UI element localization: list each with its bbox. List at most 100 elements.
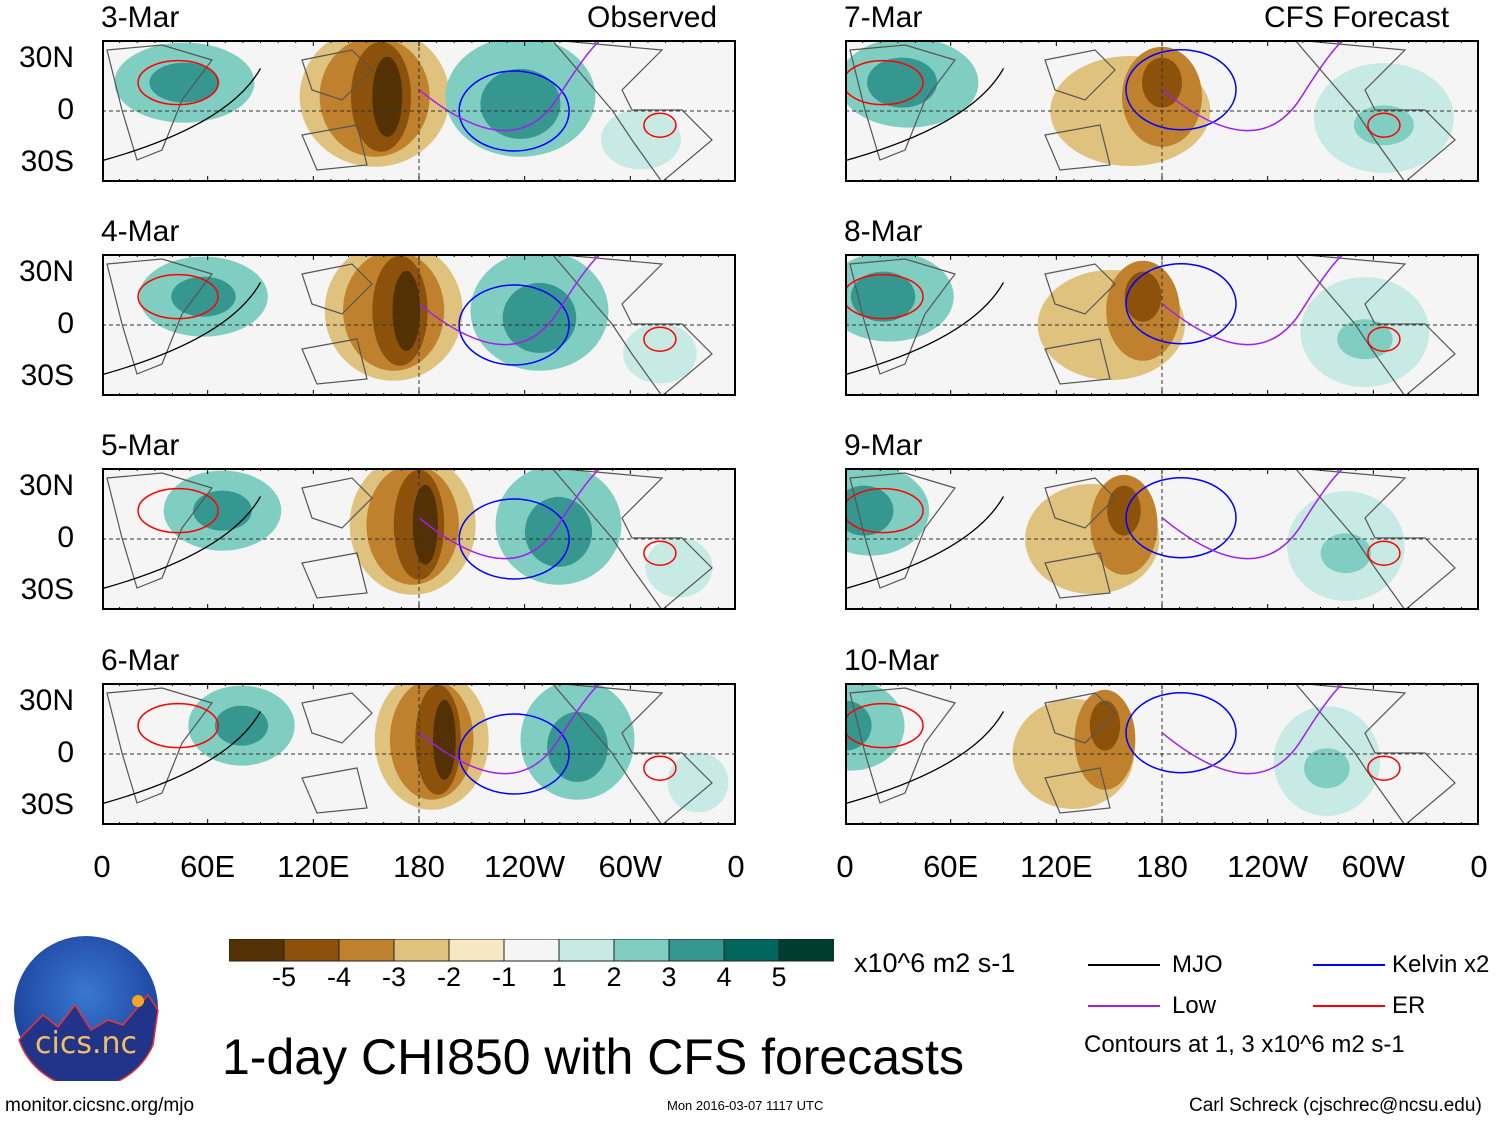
- er-contour: [1367, 112, 1401, 138]
- colorbar-swatch: [723, 939, 780, 962]
- panel-date: 10-Mar: [844, 644, 940, 677]
- mjo-contour: [102, 282, 262, 376]
- colorbar: [229, 939, 834, 962]
- map-panel: [845, 683, 1479, 825]
- legend-low: Low: [1172, 992, 1217, 1019]
- anomaly-blob: [1124, 271, 1162, 322]
- colorbar-tick-label: 2: [606, 962, 622, 992]
- anomaly-blob: [623, 323, 697, 384]
- africa-outline: [106, 472, 213, 589]
- panel-date: 6-Mar: [101, 644, 180, 677]
- x-tick-label: 60W: [598, 849, 663, 884]
- colorbar-swatch: [229, 939, 285, 962]
- panel-date: 4-Mar: [101, 215, 180, 248]
- anomaly-blob: [1304, 748, 1350, 789]
- anomaly-blob: [412, 484, 438, 565]
- anomaly-blob: [667, 752, 729, 813]
- url-text: monitor.cicsnc.org/mjo: [5, 1095, 195, 1116]
- x-tick-label: 0: [93, 849, 111, 884]
- anomaly-blob: [850, 271, 916, 322]
- y-tick-label: 0: [57, 521, 74, 554]
- x-tick-label: 180: [1136, 849, 1188, 884]
- map-panel: [102, 254, 736, 396]
- x-tick-label: 120W: [1227, 849, 1309, 884]
- colorbar-swatch: [558, 939, 615, 962]
- colorbar-swatch: [448, 939, 505, 962]
- y-tick-label: 30N: [18, 469, 74, 502]
- anomaly-blob: [480, 68, 561, 139]
- africa-outline: [106, 258, 213, 375]
- svg-text:cics.nc: cics.nc: [35, 1026, 137, 1061]
- x-tick-label: 0: [836, 849, 854, 884]
- anomaly-blob: [171, 276, 236, 317]
- er-contour: [845, 59, 924, 106]
- er-contour: [1367, 755, 1401, 781]
- map-panel: [102, 40, 736, 182]
- africa-outline: [849, 687, 956, 804]
- y-tick-label: 30N: [18, 255, 74, 288]
- er-contour: [845, 702, 924, 749]
- americas-outline: [551, 40, 713, 182]
- map-panel: [845, 468, 1479, 610]
- units-label: x10^6 m2 s-1: [854, 948, 1016, 978]
- americas-outline: [551, 683, 713, 825]
- colorbar-tick-label: -2: [436, 962, 462, 992]
- forecast-header: CFS Forecast: [1264, 1, 1450, 34]
- americas-outline: [551, 254, 713, 396]
- colorbar-tick-label: -5: [271, 962, 297, 992]
- anomaly-blob: [867, 57, 938, 108]
- americas-outline: [551, 468, 713, 610]
- asia-australia-outline: [1044, 477, 1116, 599]
- y-tick-label: 30N: [18, 684, 74, 717]
- figure-title: 1-day CHI850 with CFS forecasts: [222, 1029, 964, 1085]
- low-line-swatch: [1088, 1005, 1160, 1007]
- kelvin-contour: [1125, 476, 1237, 559]
- africa-outline: [849, 44, 956, 161]
- colorbar-tick-label: 3: [661, 962, 677, 992]
- er-contour: [643, 326, 677, 352]
- mjo-contour: [102, 68, 262, 162]
- panel-date: 8-Mar: [844, 215, 923, 248]
- map-panel: [102, 468, 736, 610]
- anomaly-blob: [193, 490, 252, 531]
- colorbar-tick-label: 4: [716, 962, 732, 992]
- map-panel: [845, 40, 1479, 182]
- asia-australia-outline: [1044, 49, 1116, 171]
- y-tick-label: 0: [57, 736, 74, 769]
- x-tick-label: 60W: [1341, 849, 1406, 884]
- observed-header: Observed: [587, 1, 718, 34]
- anomaly-blob: [502, 282, 577, 353]
- mjo-contour: [102, 496, 262, 590]
- mjo-contour: [102, 711, 262, 805]
- x-tick-label: 120W: [484, 849, 566, 884]
- americas-outline: [1294, 40, 1456, 182]
- x-tick-label: 60E: [180, 849, 236, 884]
- x-tick-label: 120E: [1020, 849, 1093, 884]
- x-tick-label: 60E: [923, 849, 979, 884]
- er-contour: [137, 59, 219, 106]
- y-tick-label: 30S: [20, 788, 74, 821]
- anomaly-blob: [392, 270, 421, 351]
- anomaly-blob: [547, 711, 608, 782]
- er-contour: [845, 487, 924, 534]
- x-tick-label: 120E: [277, 849, 350, 884]
- africa-outline: [849, 472, 956, 589]
- cicsnc-logo: cics.nc: [14, 936, 159, 1081]
- americas-outline: [1294, 683, 1456, 825]
- er-line-swatch: [1313, 1005, 1385, 1007]
- x-tick-label: 0: [727, 849, 745, 884]
- legend-kelvin: Kelvin x2: [1392, 951, 1490, 978]
- er-contour: [137, 487, 219, 534]
- anomaly-blob: [1089, 700, 1121, 751]
- asia-australia-outline: [301, 692, 373, 814]
- er-contour: [643, 540, 677, 566]
- panel-date: 3-Mar: [101, 1, 180, 34]
- colorbar-tick-label: 1: [551, 962, 567, 992]
- map-panel: [845, 254, 1479, 396]
- colorbar-tick-label: -3: [381, 962, 407, 992]
- anomaly-blob: [432, 699, 456, 780]
- legend-er: ER: [1392, 992, 1426, 1019]
- panel-date: 5-Mar: [101, 429, 180, 462]
- colorbar-tick-label: 5: [771, 962, 787, 992]
